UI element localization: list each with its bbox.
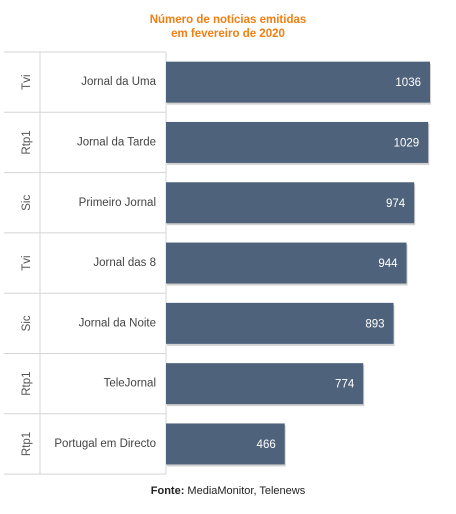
chart-title-line-2: em fevereiro de 2020	[171, 28, 285, 40]
source-note: Fonte: MediaMonitor, Telenews	[0, 485, 456, 497]
category-label: Jornal da Uma	[81, 76, 156, 88]
data-label: 974	[386, 198, 406, 210]
group-label: Tvi	[21, 74, 33, 89]
category-label: Jornal das 8	[93, 257, 156, 269]
bar	[166, 121, 429, 163]
category-label: Jornal da Tarde	[77, 136, 156, 148]
category-label: TeleJornal	[104, 378, 156, 390]
category-label: Portugal em Directo	[54, 438, 156, 450]
source-prefix: Fonte:	[150, 485, 185, 497]
group-label: Sic	[21, 195, 33, 211]
group-label: Tvi	[21, 255, 33, 270]
data-label: 893	[365, 318, 384, 330]
data-label: 1036	[395, 77, 421, 89]
category-label: Primeiro Jornal	[79, 197, 156, 209]
data-label: 466	[257, 439, 276, 451]
data-label: 944	[378, 258, 398, 270]
group-label: Sic	[21, 315, 33, 331]
data-label: 774	[335, 379, 355, 391]
bar	[166, 61, 430, 103]
bar	[166, 182, 415, 224]
category-label: Jornal da Noite	[79, 317, 156, 329]
bar	[166, 302, 394, 344]
chart-title-line-1: Número de notícias emitidas	[149, 14, 307, 26]
bar	[166, 242, 407, 284]
bar	[166, 363, 364, 405]
chart-title: Número de notícias emitidas em fevereiro…	[0, 13, 456, 41]
bar	[166, 423, 285, 465]
source-text: MediaMonitor, Telenews	[184, 485, 306, 497]
group-label: Rtp1	[21, 372, 33, 396]
group-label: Rtp1	[21, 432, 33, 456]
group-label: Rtp1	[21, 130, 33, 154]
data-label: 1029	[394, 137, 420, 149]
